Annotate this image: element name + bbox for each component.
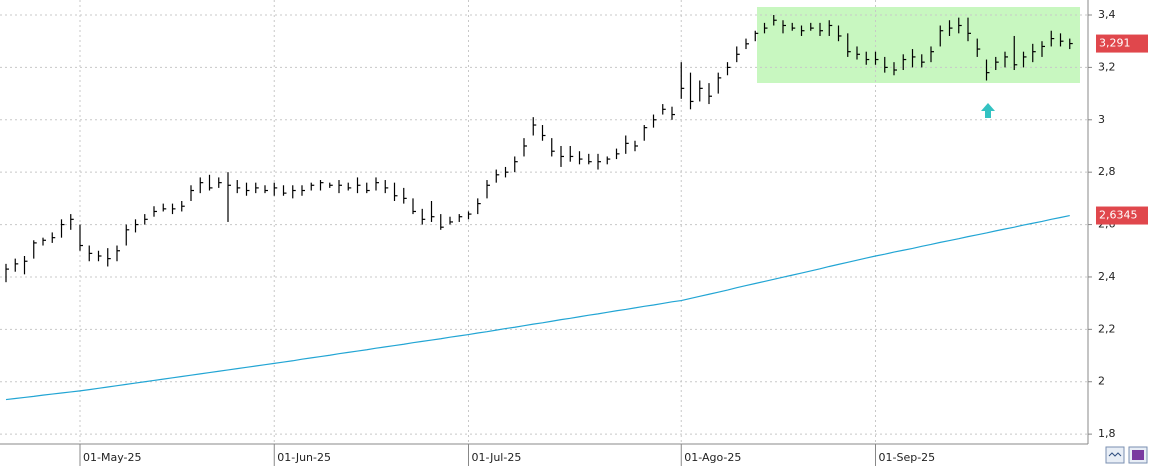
highlight-zone [757, 7, 1080, 83]
y-tick-label: 3,4 [1098, 8, 1116, 21]
x-tick-label: 01-Ago-25 [684, 451, 741, 464]
save-icon [1132, 450, 1144, 460]
last-value-label: 3,291 [1099, 37, 1131, 50]
zoom-button[interactable] [1105, 446, 1125, 464]
x-tick-label: 01-Sep-25 [879, 451, 936, 464]
x-tick-label: 01-May-25 [83, 451, 141, 464]
toolbar [1105, 446, 1148, 464]
y-tick-label: 3,2 [1098, 60, 1116, 73]
zoom-icon [1108, 452, 1122, 457]
y-tick-label: 2,4 [1098, 270, 1116, 283]
moving-average-line [5, 214, 1070, 401]
last-value-label: 2,6345 [1099, 209, 1138, 222]
last-value-box [1096, 206, 1148, 225]
y-tick-label: 2,2 [1098, 322, 1116, 335]
y-tick-label: 2,8 [1098, 165, 1116, 178]
last-value-box [1096, 34, 1148, 53]
y-tick-label: 1,8 [1098, 427, 1116, 440]
signal-arrow [981, 103, 995, 118]
y-tick-label: 2 [1098, 375, 1105, 388]
x-tick-label: 01-Jul-25 [472, 451, 522, 464]
x-tick-label: 01-Jun-25 [277, 451, 331, 464]
y-tick-label: 3 [1098, 113, 1105, 126]
